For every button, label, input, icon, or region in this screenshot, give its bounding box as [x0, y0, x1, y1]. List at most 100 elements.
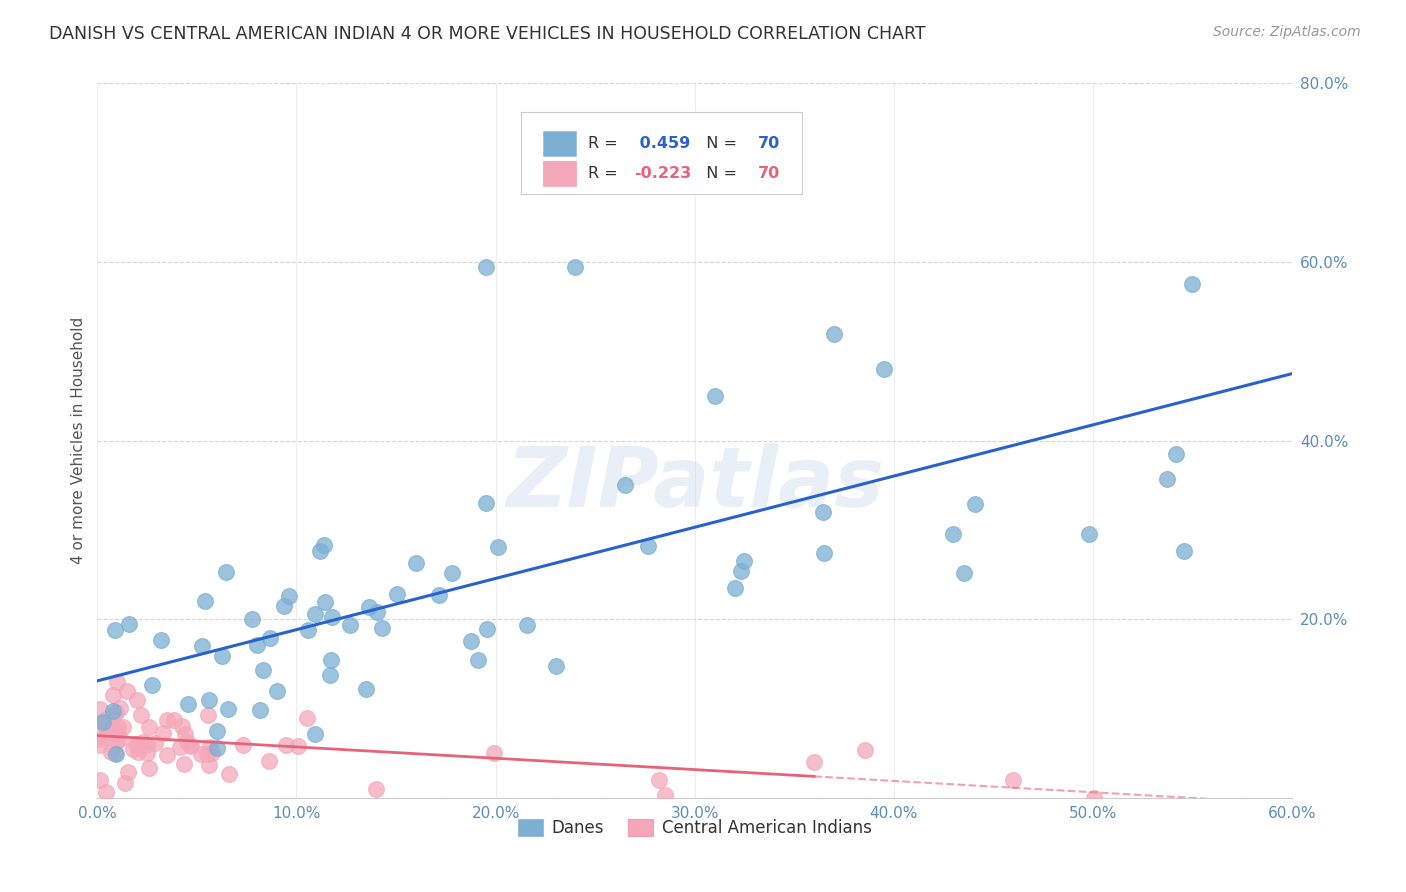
Point	[152, 726, 174, 740]
Point	[754, 161, 776, 176]
Point	[246, 639, 269, 653]
Point	[104, 747, 127, 761]
Point	[516, 618, 538, 632]
Point	[295, 711, 318, 725]
Legend: Danes, Central American Indians: Danes, Central American Indians	[510, 812, 879, 844]
Point	[259, 754, 281, 768]
Text: ZIPatlas: ZIPatlas	[506, 443, 883, 524]
Point	[319, 668, 342, 682]
Point	[104, 746, 127, 760]
Point	[205, 740, 228, 755]
Point	[177, 697, 200, 711]
Point	[730, 564, 752, 578]
Point	[103, 689, 125, 703]
Point	[89, 731, 111, 746]
Point	[249, 703, 271, 717]
Point	[190, 747, 212, 762]
Point	[217, 701, 239, 715]
Point	[215, 565, 238, 579]
Point	[143, 736, 166, 750]
Point	[724, 581, 747, 595]
Point	[101, 704, 124, 718]
Point	[122, 741, 145, 756]
Point	[89, 702, 111, 716]
Point	[191, 639, 214, 653]
Point	[169, 740, 191, 755]
Point	[1173, 543, 1195, 558]
Point	[100, 723, 122, 737]
Point	[89, 772, 111, 787]
Point	[385, 587, 408, 601]
Text: DANISH VS CENTRAL AMERICAN INDIAN 4 OR MORE VEHICLES IN HOUSEHOLD CORRELATION CH: DANISH VS CENTRAL AMERICAN INDIAN 4 OR M…	[49, 25, 925, 43]
Point	[163, 714, 186, 728]
Text: N =: N =	[696, 136, 742, 151]
Point	[156, 748, 179, 763]
Point	[198, 758, 221, 772]
Point	[304, 607, 326, 621]
Point	[105, 727, 128, 741]
Point	[1083, 791, 1105, 805]
Point	[211, 648, 233, 663]
FancyBboxPatch shape	[543, 161, 576, 186]
Point	[179, 738, 201, 752]
Point	[105, 734, 128, 748]
Point	[194, 594, 217, 608]
Point	[703, 389, 725, 403]
Point	[371, 621, 394, 635]
Point	[198, 739, 221, 754]
Point	[273, 599, 295, 613]
Point	[101, 727, 124, 741]
Point	[803, 756, 825, 770]
Point	[853, 743, 876, 757]
Point	[135, 737, 157, 751]
FancyBboxPatch shape	[522, 112, 803, 194]
Point	[733, 554, 755, 568]
Point	[366, 605, 388, 619]
Point	[314, 538, 336, 552]
Point	[205, 724, 228, 739]
Point	[197, 707, 219, 722]
Point	[287, 739, 309, 753]
Point	[405, 556, 427, 570]
Point	[614, 478, 637, 492]
Point	[475, 623, 498, 637]
Y-axis label: 4 or more Vehicles in Household: 4 or more Vehicles in Household	[72, 318, 86, 565]
Point	[1181, 277, 1204, 292]
Point	[1077, 527, 1099, 541]
Point	[474, 260, 496, 274]
Point	[252, 663, 274, 677]
Point	[105, 723, 128, 738]
Point	[93, 714, 115, 729]
Point	[356, 681, 378, 696]
Point	[321, 610, 343, 624]
Text: R =: R =	[588, 166, 623, 181]
Point	[141, 678, 163, 692]
Point	[118, 616, 141, 631]
Point	[105, 675, 128, 690]
Point	[460, 634, 482, 648]
Point	[91, 716, 114, 731]
Point	[942, 527, 965, 541]
Point	[259, 631, 281, 645]
Point	[138, 720, 160, 734]
Point	[319, 653, 342, 667]
Point	[965, 497, 987, 511]
Point	[173, 756, 195, 771]
Point	[103, 708, 125, 723]
Point	[201, 746, 224, 760]
Point	[176, 735, 198, 749]
Point	[1156, 472, 1178, 486]
Point	[103, 624, 125, 638]
Point	[474, 496, 496, 510]
Point	[813, 546, 835, 560]
Point	[339, 617, 361, 632]
Point	[564, 260, 586, 274]
Point	[297, 624, 319, 638]
FancyBboxPatch shape	[543, 131, 576, 156]
Point	[125, 737, 148, 751]
Point	[112, 720, 135, 734]
Point	[314, 595, 336, 609]
Point	[138, 761, 160, 775]
Point	[104, 705, 127, 719]
Point	[357, 599, 380, 614]
